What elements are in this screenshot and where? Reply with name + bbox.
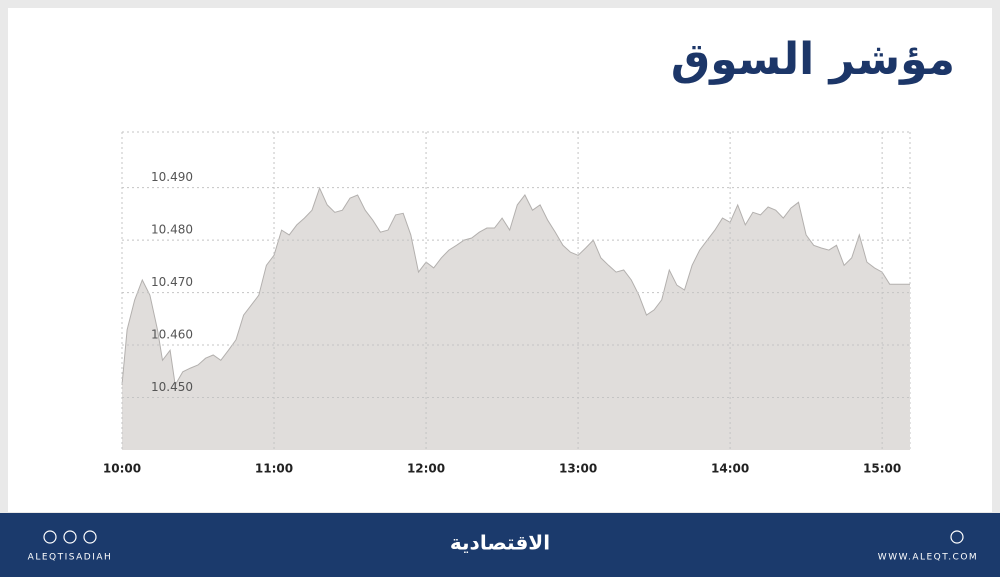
area-fill (122, 188, 910, 450)
x-tick-label: 12:00 (407, 462, 445, 476)
x-tick-label: 15:00 (863, 462, 901, 476)
x-tick-label: 13:00 (559, 462, 597, 476)
footer-right: WWW.ALEQT.COM (878, 553, 978, 563)
area-line (121, 186, 910, 387)
footer-logo: الاقتصادية (450, 531, 550, 555)
footer-band (0, 513, 1000, 577)
y-tick-label: 10.460 (151, 328, 193, 342)
x-tick-label: 14:00 (711, 462, 749, 476)
x-tick-label: 11:00 (255, 462, 293, 476)
chart-title: مؤشر السوق (671, 34, 955, 85)
y-tick-label: 10.450 (151, 380, 193, 394)
social-icons (43, 530, 964, 544)
y-tick-label: 10.480 (151, 223, 193, 237)
x-tick-label: 10:00 (103, 462, 141, 476)
y-tick-label: 10.490 (151, 170, 193, 184)
footer-left: ALEQTISADIAH (28, 553, 113, 563)
y-tick-label: 10.470 (151, 275, 193, 289)
